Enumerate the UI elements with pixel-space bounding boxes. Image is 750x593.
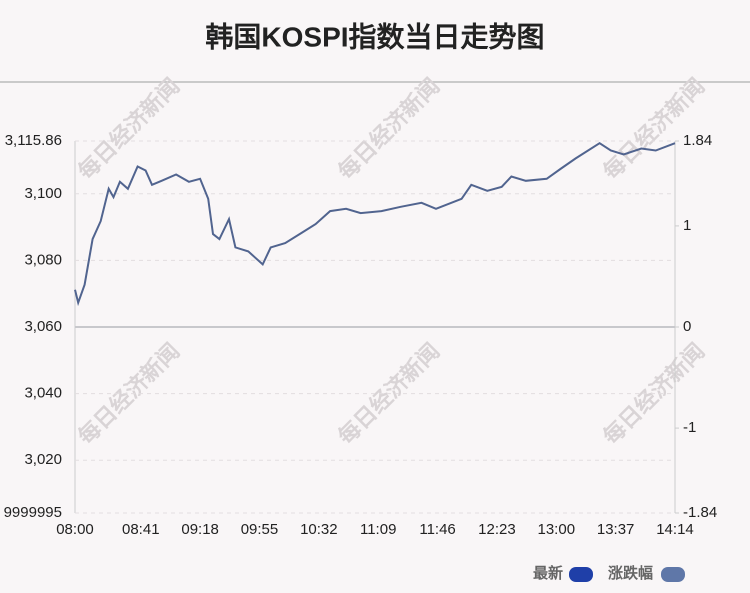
x-tick-label: 11:09 — [360, 521, 396, 538]
y2-tick-label: 1 — [683, 217, 691, 234]
y-tick-label: 3,040 — [24, 385, 62, 402]
x-tick-label: 14:14 — [656, 521, 694, 538]
y-tick-label: 3,060 — [24, 318, 62, 335]
y2-tick-label: 0 — [683, 318, 691, 335]
legend-label: 涨跌幅 — [608, 564, 653, 582]
x-tick-label: 09:55 — [241, 521, 279, 538]
x-tick-label: 08:41 — [122, 521, 160, 538]
price-line — [74, 142, 676, 307]
legend-swatch — [661, 567, 685, 582]
x-tick-label: 12:23 — [478, 521, 516, 538]
y-tick-label: 3,020 — [24, 451, 62, 468]
x-tick-label: 09:18 — [181, 521, 219, 538]
y-tick-label: 3,115.86 — [5, 132, 62, 149]
x-tick-label: 11:46 — [419, 521, 455, 538]
x-tick-label: 13:00 — [538, 521, 576, 538]
legend-label: 最新 — [533, 564, 563, 582]
y-tick-label: 3,100 — [24, 185, 62, 202]
y2-tick-label: -1 — [683, 419, 696, 436]
y2-tick-label: 1.84 — [683, 132, 712, 149]
chart-title: 韩国KOSPI指数当日走势图 — [205, 21, 544, 52]
x-tick-label: 10:32 — [300, 521, 338, 538]
y-tick-label: 9999995 — [4, 504, 62, 521]
y-tick-label: 3,080 — [24, 251, 62, 268]
x-tick-label: 13:37 — [597, 521, 635, 538]
x-tick-label: 08:00 — [56, 521, 94, 538]
y2-tick-label: -1.84 — [683, 504, 717, 521]
legend-swatch — [569, 567, 593, 582]
